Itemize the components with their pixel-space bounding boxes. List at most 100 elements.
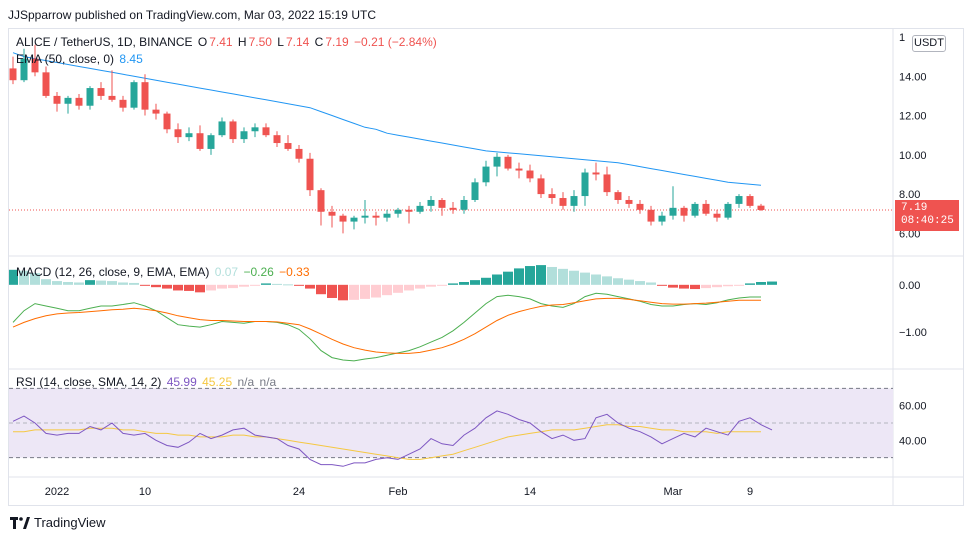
candle-body (196, 133, 204, 149)
rsi-axis-tick: 40.00 (899, 435, 927, 447)
symbol-name: ALICE / TetherUS, 1D, BINANCE (16, 35, 193, 49)
macd-histogram-bar (679, 284, 689, 289)
currency-unit-button[interactable]: USDT (912, 35, 946, 52)
macd-histogram-bar (316, 284, 326, 295)
macd-histogram-bar (261, 283, 271, 285)
candle-body (295, 148, 303, 159)
macd-histogram-bar (382, 284, 392, 296)
macd-histogram-bar (195, 284, 205, 293)
macd-histogram-bar (437, 284, 447, 286)
price-axis-tick: 10.00 (899, 150, 927, 162)
open-value: 7.41 (209, 35, 233, 49)
candle-body (75, 97, 83, 106)
macd-histogram-bar (52, 281, 62, 285)
candle-body (713, 213, 721, 218)
candle-body (284, 143, 292, 149)
candle-body (702, 203, 710, 214)
candle-body (658, 215, 666, 222)
candle-body (757, 205, 765, 210)
macd-histogram-bar (228, 284, 238, 289)
macd-line (12, 292, 761, 362)
candle-body (229, 121, 237, 140)
macd-histogram-bar (151, 284, 161, 288)
candle-body (306, 158, 314, 191)
macd-histogram-bar (470, 280, 480, 285)
macd-histogram-bar (206, 284, 216, 291)
candle-body (86, 88, 94, 106)
rsi-legend: RSI (14, close, SMA, 14, 2) 45.99 45.25 … (16, 375, 278, 389)
macd-line-value: −0.26 (243, 265, 274, 279)
candle-body (130, 82, 138, 108)
price-axis-tick: 1 (899, 32, 905, 44)
macd-histogram-bar (426, 284, 436, 287)
candle-body (427, 199, 435, 206)
time-axis-tick: 24 (293, 486, 305, 498)
time-axis-tick: Mar (664, 486, 683, 498)
macd-signal-value: −0.33 (279, 265, 310, 279)
low-label: L (277, 35, 284, 49)
macd-histogram-bar (250, 284, 260, 286)
symbol-legend: ALICE / TetherUS, 1D, BINANCE O 7.41 H 7.5… (16, 35, 439, 49)
candle-body (570, 196, 578, 206)
macd-histogram-bar (107, 281, 117, 285)
macd-histogram-bar (767, 281, 777, 285)
candle-body (53, 95, 61, 104)
macd-histogram-bar (74, 282, 84, 285)
candle-body (262, 127, 270, 136)
candle-body (438, 199, 446, 208)
macd-histogram-bar (723, 284, 733, 287)
macd-histogram-bar (745, 283, 755, 285)
candle-body (9, 68, 17, 81)
candle-body (592, 172, 600, 175)
candle-body (515, 168, 523, 171)
candle-body (218, 121, 226, 136)
price-axis-tick: 12.00 (899, 111, 927, 123)
ema-label: EMA (50, close, 0) (16, 52, 115, 66)
macd-axis-tick: 0.00 (899, 280, 920, 292)
candle-body (383, 213, 391, 218)
macd-histogram-bar (569, 270, 579, 285)
macd-histogram-bar (118, 282, 128, 285)
chart-canvas[interactable]: 6.008.0010.0012.0014.0010.00−1.0060.0040… (9, 29, 963, 505)
macd-histogram-bar (492, 274, 502, 285)
rsi-value: 45.99 (166, 375, 197, 389)
time-axis-tick: 10 (139, 486, 151, 498)
macd-histogram-bar (184, 284, 194, 291)
macd-histogram-bar (734, 284, 744, 286)
high-label: H (237, 35, 247, 49)
tradingview-logo-icon (10, 516, 30, 529)
candle-body (449, 207, 457, 210)
candle-body (64, 97, 72, 104)
candle-body (20, 58, 28, 81)
candle-body (647, 209, 655, 222)
publish-header: JJSpparrow published on TradingView.com,… (8, 8, 376, 22)
candle-body (493, 156, 501, 167)
macd-histogram-bar (547, 266, 557, 285)
time-axis-tick: 9 (747, 486, 753, 498)
chart-frame[interactable]: 6.00 8.00 10.00 12.00 14.00 1 0.00 −1.00 60.00 40… (8, 28, 964, 506)
candle-body (724, 203, 732, 218)
candle-body (42, 72, 50, 96)
macd-histogram-bar (140, 284, 150, 286)
close-value: 7.19 (325, 35, 349, 49)
candle-body (504, 156, 512, 169)
rsi-sma-line (13, 424, 761, 460)
last-price-tag: 7.19 08:40:25 (895, 200, 959, 231)
candle-body (317, 190, 325, 212)
price-axis-tick: 14.00 (899, 71, 927, 83)
rsi-sma-value: 45.25 (202, 375, 233, 389)
macd-histogram-bar (41, 279, 51, 285)
footer-brand[interactable]: TradingView (10, 515, 106, 530)
candle-body (680, 207, 688, 216)
macd-histogram-bar (415, 284, 425, 289)
macd-histogram-bar (129, 282, 139, 285)
macd-histogram-bar (360, 284, 370, 299)
macd-histogram-bar (613, 278, 623, 285)
candle-body (559, 198, 567, 206)
macd-histogram-bar (217, 284, 227, 289)
price-axis-tick: 6.00 (899, 228, 920, 240)
candle-body (185, 133, 193, 138)
macd-histogram-bar (591, 274, 601, 285)
candle-body (405, 209, 413, 212)
candle-body (152, 109, 160, 114)
